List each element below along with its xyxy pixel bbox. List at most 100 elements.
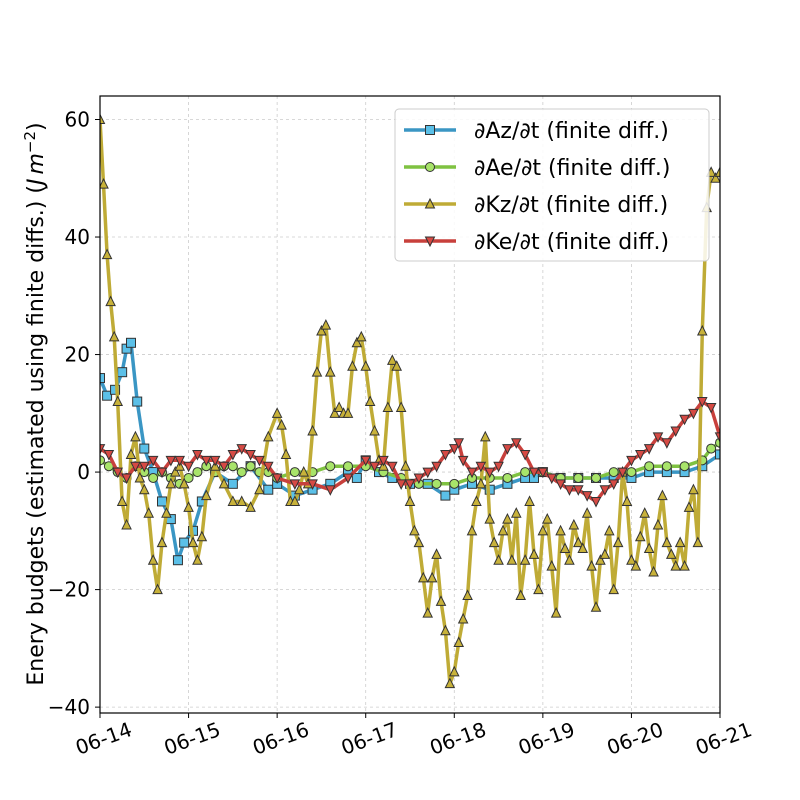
data-point-dkz-dt: [169, 465, 181, 477]
data-point-dkz-dt: [541, 512, 553, 524]
data-point-dae-dt: [706, 443, 717, 454]
data-point-dkz-dt: [510, 507, 522, 518]
data-point-dke-dt: [209, 455, 221, 467]
data-point-dkz-dt: [192, 554, 203, 565]
data-point-dkz-dt: [152, 583, 163, 595]
legend-label: ∂Ke/∂t (finite diff.): [474, 230, 669, 255]
data-point-dkz-dt: [125, 448, 137, 459]
data-point-dkz-dt: [156, 536, 168, 548]
data-point-dkz-dt: [524, 495, 535, 506]
data-point-dke-dt: [103, 449, 115, 461]
data-point-dkz-dt: [652, 518, 664, 530]
data-point-dkz-dt: [626, 554, 637, 565]
data-point-dke-dt: [493, 461, 504, 473]
data-point-dkz-dt: [444, 677, 456, 689]
data-point-daz-dt: [715, 449, 720, 460]
legend-marker: [424, 236, 436, 248]
data-point-dkz-dt: [608, 583, 620, 595]
data-point-dkz-dt: [639, 507, 651, 518]
legend-item-dke-dt: ∂Ke/∂t (finite diff.): [404, 230, 669, 255]
data-point-dkz-dt: [289, 495, 301, 506]
data-point-dke-dt: [453, 438, 465, 449]
data-point-dke-dt: [360, 455, 372, 467]
data-point-dkz-dt: [603, 524, 615, 536]
data-point-dkz-dt: [679, 559, 690, 571]
data-point-dkz-dt: [333, 401, 345, 412]
data-point-daz-dt: [117, 367, 128, 378]
data-point-dke-dt: [519, 449, 531, 461]
data-point-dke-dt: [138, 461, 150, 473]
data-point-dke-dt: [661, 438, 673, 449]
data-point-dke-dt: [378, 455, 389, 467]
data-point-dkz-dt: [546, 559, 558, 571]
data-point-dke-dt: [448, 444, 460, 455]
data-point-dke-dt: [422, 467, 434, 479]
data-point-dke-dt: [121, 473, 132, 485]
data-point-dke-dt: [608, 479, 620, 490]
data-point-dkz-dt: [661, 536, 673, 548]
data-point-dkz-dt: [395, 401, 407, 412]
y-axis-label: Enery budgets (estimated using finite di…: [21, 122, 49, 685]
data-point-dke-dt: [307, 479, 318, 490]
data-point-dke-dt: [466, 467, 478, 479]
data-point-dkz-dt: [599, 548, 611, 559]
data-point-dkz-dt: [391, 360, 403, 371]
data-point-dkz-dt: [112, 395, 124, 407]
data-point-dkz-dt: [100, 113, 106, 125]
legend-label: ∂Kz/∂t (finite diff.): [474, 193, 668, 218]
data-point-dkz-dt: [161, 507, 172, 518]
data-point-dkz-dt: [577, 542, 589, 553]
data-point-dke-dt: [670, 426, 682, 438]
data-point-dkz-dt: [254, 483, 265, 495]
data-point-dkz-dt: [497, 524, 509, 536]
legend-box: [394, 108, 710, 262]
data-point-dkz-dt: [409, 524, 420, 536]
data-point-dkz-dt: [630, 559, 642, 571]
data-point-dkz-dt: [555, 524, 566, 536]
data-point-dke-dt: [696, 397, 708, 408]
data-point-dkz-dt: [457, 612, 469, 624]
data-point-dkz-dt: [572, 536, 584, 548]
data-point-dae-dt: [502, 472, 513, 483]
data-point-dkz-dt: [329, 407, 341, 418]
data-point-dke-dt: [555, 479, 566, 490]
legend-marker: [425, 125, 435, 135]
data-point-dkz-dt: [271, 407, 283, 418]
data-point-dkz-dt: [502, 512, 513, 524]
data-point-dkz-dt: [710, 172, 720, 183]
data-point-dkz-dt: [100, 178, 109, 189]
data-point-dke-dt: [165, 455, 177, 467]
data-point-dkz-dt: [683, 501, 695, 512]
legend-item-dkz-dt: ∂Kz/∂t (finite diff.): [404, 193, 668, 218]
data-point-dkz-dt: [400, 460, 411, 471]
data-point-dkz-dt: [506, 554, 518, 565]
data-point-dkz-dt: [665, 548, 677, 559]
data-point-dke-dt: [626, 455, 637, 467]
y-tick-label: 20: [65, 343, 90, 367]
data-point-dkz-dt: [431, 548, 442, 559]
data-point-dke-dt: [262, 461, 274, 473]
legend: ∂Az/∂t (finite diff.) ∂Ae/∂t (finite diff…: [394, 108, 710, 262]
data-point-dkz-dt: [105, 295, 116, 307]
data-point-dkz-dt: [218, 477, 230, 489]
data-point-dke-dt: [652, 432, 664, 443]
data-point-dkz-dt: [537, 524, 549, 536]
data-point-dke-dt: [200, 455, 212, 467]
data-point-dkz-dt: [586, 559, 597, 571]
data-point-dkz-dt: [276, 418, 287, 430]
data-point-dkz-dt: [595, 554, 606, 565]
data-point-dkz-dt: [519, 554, 531, 565]
data-point-dkz-dt: [342, 407, 354, 418]
data-point-dke-dt: [599, 485, 611, 496]
data-point-dke-dt: [546, 473, 558, 485]
legend-item-daz-dt: ∂Az/∂t (finite diff.): [404, 119, 669, 144]
data-point-dae-dt: [148, 472, 159, 483]
data-point-dkz-dt: [479, 430, 491, 442]
data-point-dke-dt: [572, 485, 584, 496]
data-point-dae-dt: [236, 467, 247, 478]
data-point-dkz-dt: [488, 536, 500, 548]
data-point-dkz-dt: [307, 424, 318, 436]
data-point-dkz-dt: [183, 501, 194, 512]
data-point-dae-dt: [289, 467, 300, 478]
data-point-dke-dt: [617, 467, 628, 479]
